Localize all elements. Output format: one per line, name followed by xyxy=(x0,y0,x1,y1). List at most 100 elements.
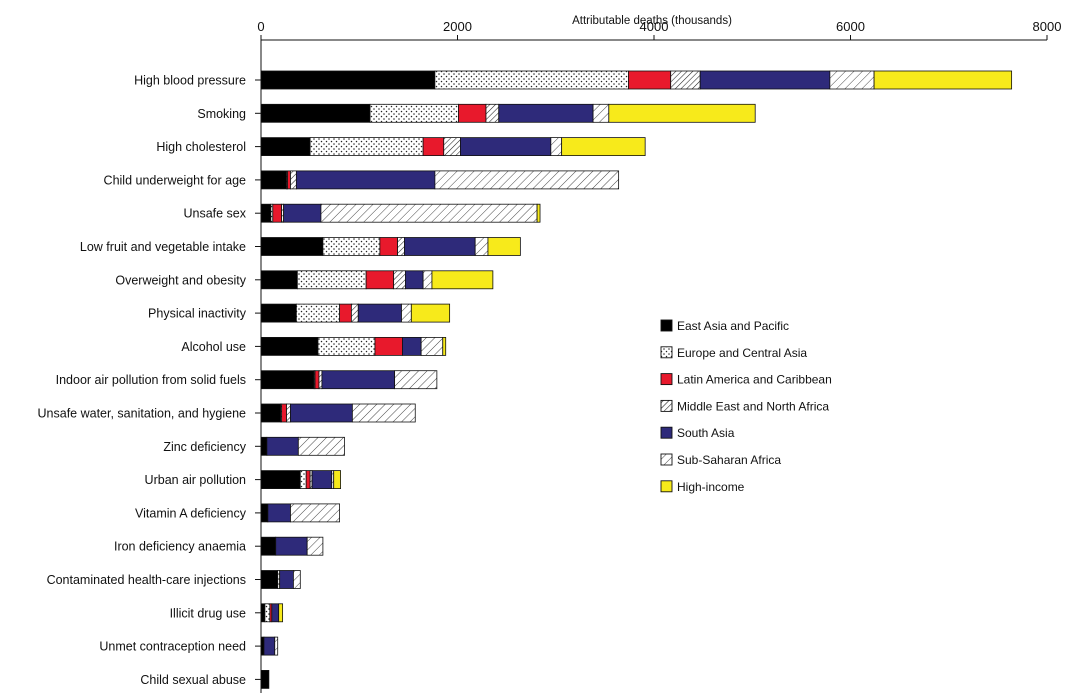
x-tick-label: 6000 xyxy=(836,19,865,34)
bar-segment xyxy=(299,470,307,490)
bar-segment xyxy=(260,103,371,123)
category-label: Physical inactivity xyxy=(148,307,247,321)
bar-segment xyxy=(333,470,341,490)
x-tick-label: 8000 xyxy=(1033,19,1062,34)
category-label: Overweight and obesity xyxy=(115,273,246,287)
bar-segment xyxy=(260,336,319,356)
bar-segment xyxy=(281,403,287,423)
legend-label: High-income xyxy=(677,480,745,494)
bar-segment xyxy=(393,270,406,290)
x-tick-label: 0 xyxy=(257,19,264,34)
bar-segment xyxy=(260,603,266,623)
category-label: Child underweight for age xyxy=(104,173,246,187)
x-axis-title: Attributable deaths (thousands) xyxy=(572,15,732,27)
x-tick-label: 2000 xyxy=(443,19,472,34)
bar-segment xyxy=(498,103,594,123)
bar-segment xyxy=(311,470,333,490)
category-label: Iron deficiency anaemia xyxy=(114,540,246,554)
bar-segment xyxy=(267,503,291,523)
bar-segment xyxy=(404,237,476,256)
legend-label: East Asia and Pacific xyxy=(677,319,789,333)
bar-segment xyxy=(434,170,620,190)
bar-segment xyxy=(272,203,283,223)
legend-swatch xyxy=(660,426,673,439)
bar-segment xyxy=(443,137,461,157)
bar-segment xyxy=(339,303,352,323)
bar-segment xyxy=(260,237,324,256)
bar-segment xyxy=(317,336,376,356)
bar-segment xyxy=(260,137,311,157)
bar-segment xyxy=(458,103,487,123)
bar-segment xyxy=(873,70,1013,90)
bar-segment xyxy=(550,137,563,157)
bar-segment xyxy=(314,370,320,390)
bar-segment xyxy=(305,470,311,490)
bar-segment xyxy=(374,336,403,356)
legend-label: Middle East and North Africa xyxy=(677,399,829,413)
bar-segment xyxy=(260,203,272,223)
bar-segment xyxy=(260,403,282,423)
bar-segment xyxy=(628,70,672,90)
legend-swatch xyxy=(660,373,673,386)
legend-swatch xyxy=(660,399,673,412)
bar-segment xyxy=(405,270,424,290)
legend-swatch xyxy=(660,319,673,332)
bar-segment xyxy=(309,137,424,157)
category-label: Zinc deficiency xyxy=(163,440,246,454)
bar-segment xyxy=(442,336,447,356)
bar-segment xyxy=(369,103,459,123)
bar-segment xyxy=(699,70,831,90)
bar-segment xyxy=(290,503,341,523)
bar-segment xyxy=(260,303,297,323)
bar-segment xyxy=(260,436,268,456)
bar-segment xyxy=(420,336,444,356)
bar-segment xyxy=(670,70,701,90)
bar-segment xyxy=(260,570,279,589)
bar-segment xyxy=(263,636,276,656)
category-label: Indoor air pollution from solid fuels xyxy=(56,373,246,387)
bar-segment xyxy=(293,570,301,589)
bar-segment xyxy=(295,303,340,323)
bar-segment xyxy=(431,270,494,290)
bar-segment xyxy=(260,370,315,390)
category-label: Contaminated health-care injections xyxy=(47,573,246,587)
bar-segment xyxy=(322,237,381,256)
legend-swatch xyxy=(660,346,673,359)
bar-segment xyxy=(460,137,552,157)
bar-segment xyxy=(561,137,646,157)
bar-segment xyxy=(287,170,291,190)
bar-segment xyxy=(260,636,265,656)
bar-segment xyxy=(422,137,445,157)
bar-segment xyxy=(260,70,436,90)
bar-segment xyxy=(474,237,489,256)
bar-segment xyxy=(264,603,271,623)
bar-segment xyxy=(536,203,541,223)
bar-segment xyxy=(351,403,416,423)
bar-segment xyxy=(434,70,629,90)
x-tick-label: 4000 xyxy=(640,19,669,34)
category-label: Illicit drug use xyxy=(170,606,246,620)
bar-segment xyxy=(278,603,284,623)
bar-segment xyxy=(394,370,438,390)
bar-segment xyxy=(290,170,297,190)
legend-label: Europe and Central Asia xyxy=(677,346,807,360)
legend-label: Latin America and Caribbean xyxy=(677,373,832,387)
category-label: Unsafe sex xyxy=(183,207,246,221)
category-label: Child sexual abuse xyxy=(140,673,246,687)
bar-segment xyxy=(422,270,433,290)
legend-swatch xyxy=(660,453,673,466)
bar-segment xyxy=(608,103,756,123)
category-label: Urban air pollution xyxy=(145,473,246,487)
category-label: High blood pressure xyxy=(134,74,246,88)
bar-segment xyxy=(290,403,353,423)
bar-segment xyxy=(266,436,299,456)
bar-segment xyxy=(260,270,298,290)
category-label: Low fruit and vegetable intake xyxy=(80,240,246,254)
bar-segment xyxy=(592,103,610,123)
bar-segment xyxy=(318,370,323,390)
bar-segment xyxy=(365,270,395,290)
legend-swatch xyxy=(660,480,673,493)
bar-segment xyxy=(829,70,875,90)
bar-segment xyxy=(397,237,405,256)
